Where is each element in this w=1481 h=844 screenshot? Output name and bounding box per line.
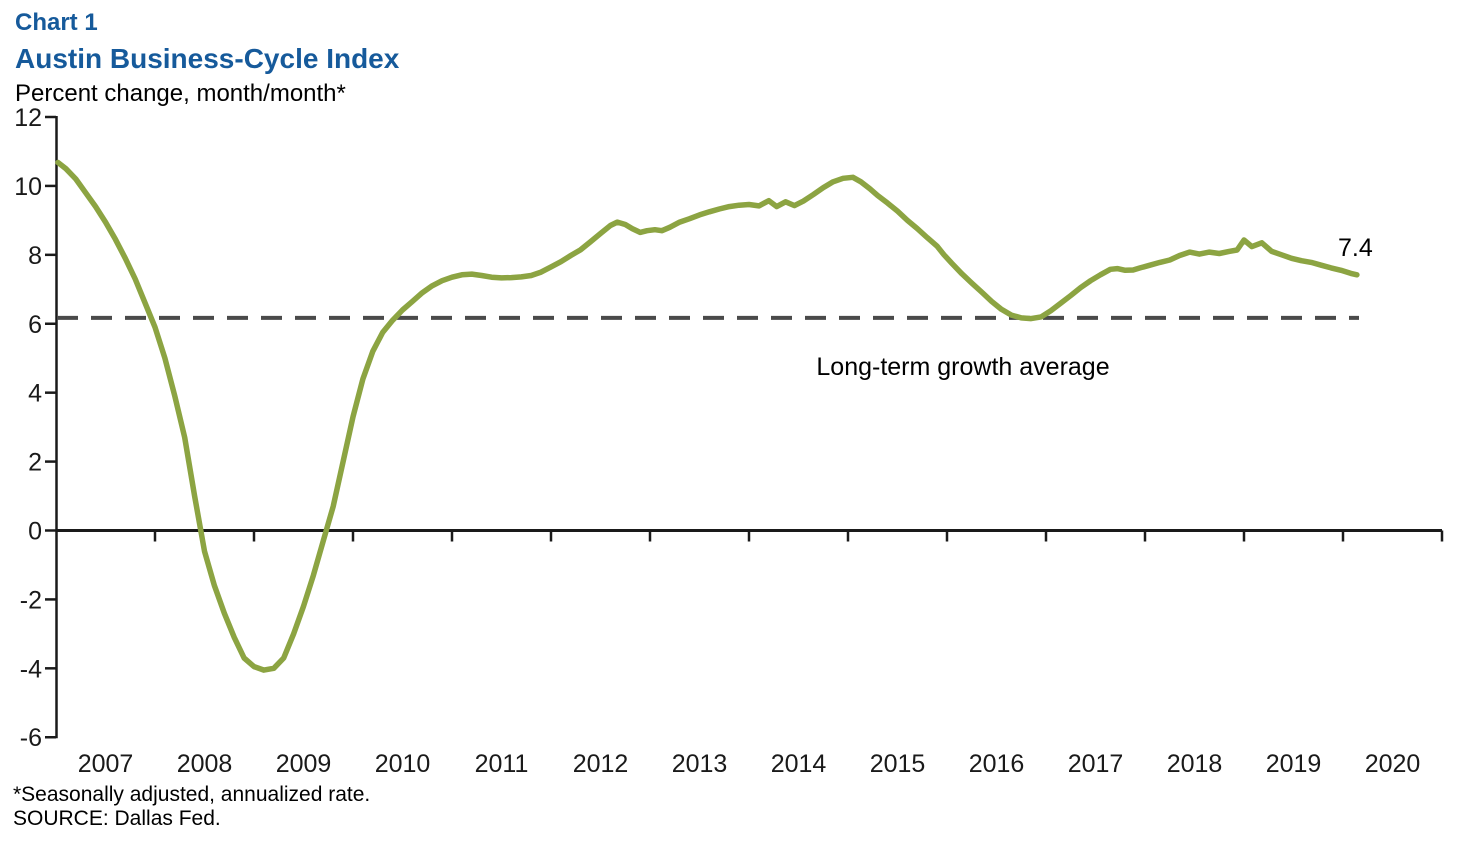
title-block: Chart 1 Austin Business-Cycle Index Perc… [15,6,399,110]
chart-subtitle: Percent change, month/month* [15,80,346,107]
y-axis-label: 4 [28,380,42,408]
y-axis-label: 2 [28,449,42,477]
x-axis-label: 2017 [1068,750,1124,778]
y-axis-label: -6 [20,724,42,752]
x-axis-label: 2020 [1365,750,1421,778]
x-axis-label: 2014 [771,750,827,778]
x-axis-label: 2010 [375,750,431,778]
chart-title: Austin Business-Cycle Index [15,43,400,74]
chart-number: Chart 1 [15,9,98,36]
footnote-block: *Seasonally adjusted, annualized rate. S… [13,783,370,831]
x-axis-label: 2019 [1266,750,1322,778]
x-axis-label: 2009 [276,750,332,778]
y-axis-label: 0 [28,518,42,546]
business-cycle-line [55,159,1360,673]
y-axis-label: 10 [14,173,42,201]
footnote-seasonal: *Seasonally adjusted, annualized rate. [13,783,371,806]
y-axis-label: 8 [28,242,42,270]
x-axis-label: 2011 [475,750,529,778]
x-axis-label: 2015 [870,750,926,778]
x-axis-label: 2007 [78,750,134,778]
y-axis-label: -2 [20,586,42,614]
latest-value-label: 7.4 [1338,234,1373,262]
footnote-source: SOURCE: Dallas Fed. [13,807,221,830]
x-axis-label: 2012 [573,750,629,778]
x-axis-label: 2008 [177,750,233,778]
y-axis-label: 12 [14,104,42,132]
y-axis-label: 6 [28,311,42,339]
x-axis-label: 2018 [1167,750,1223,778]
long-term-average-label: Long-term growth average [816,353,1109,381]
x-axis-label: 2013 [672,750,728,778]
y-axis-label: -4 [20,655,42,683]
x-axis-label: 2016 [969,750,1025,778]
